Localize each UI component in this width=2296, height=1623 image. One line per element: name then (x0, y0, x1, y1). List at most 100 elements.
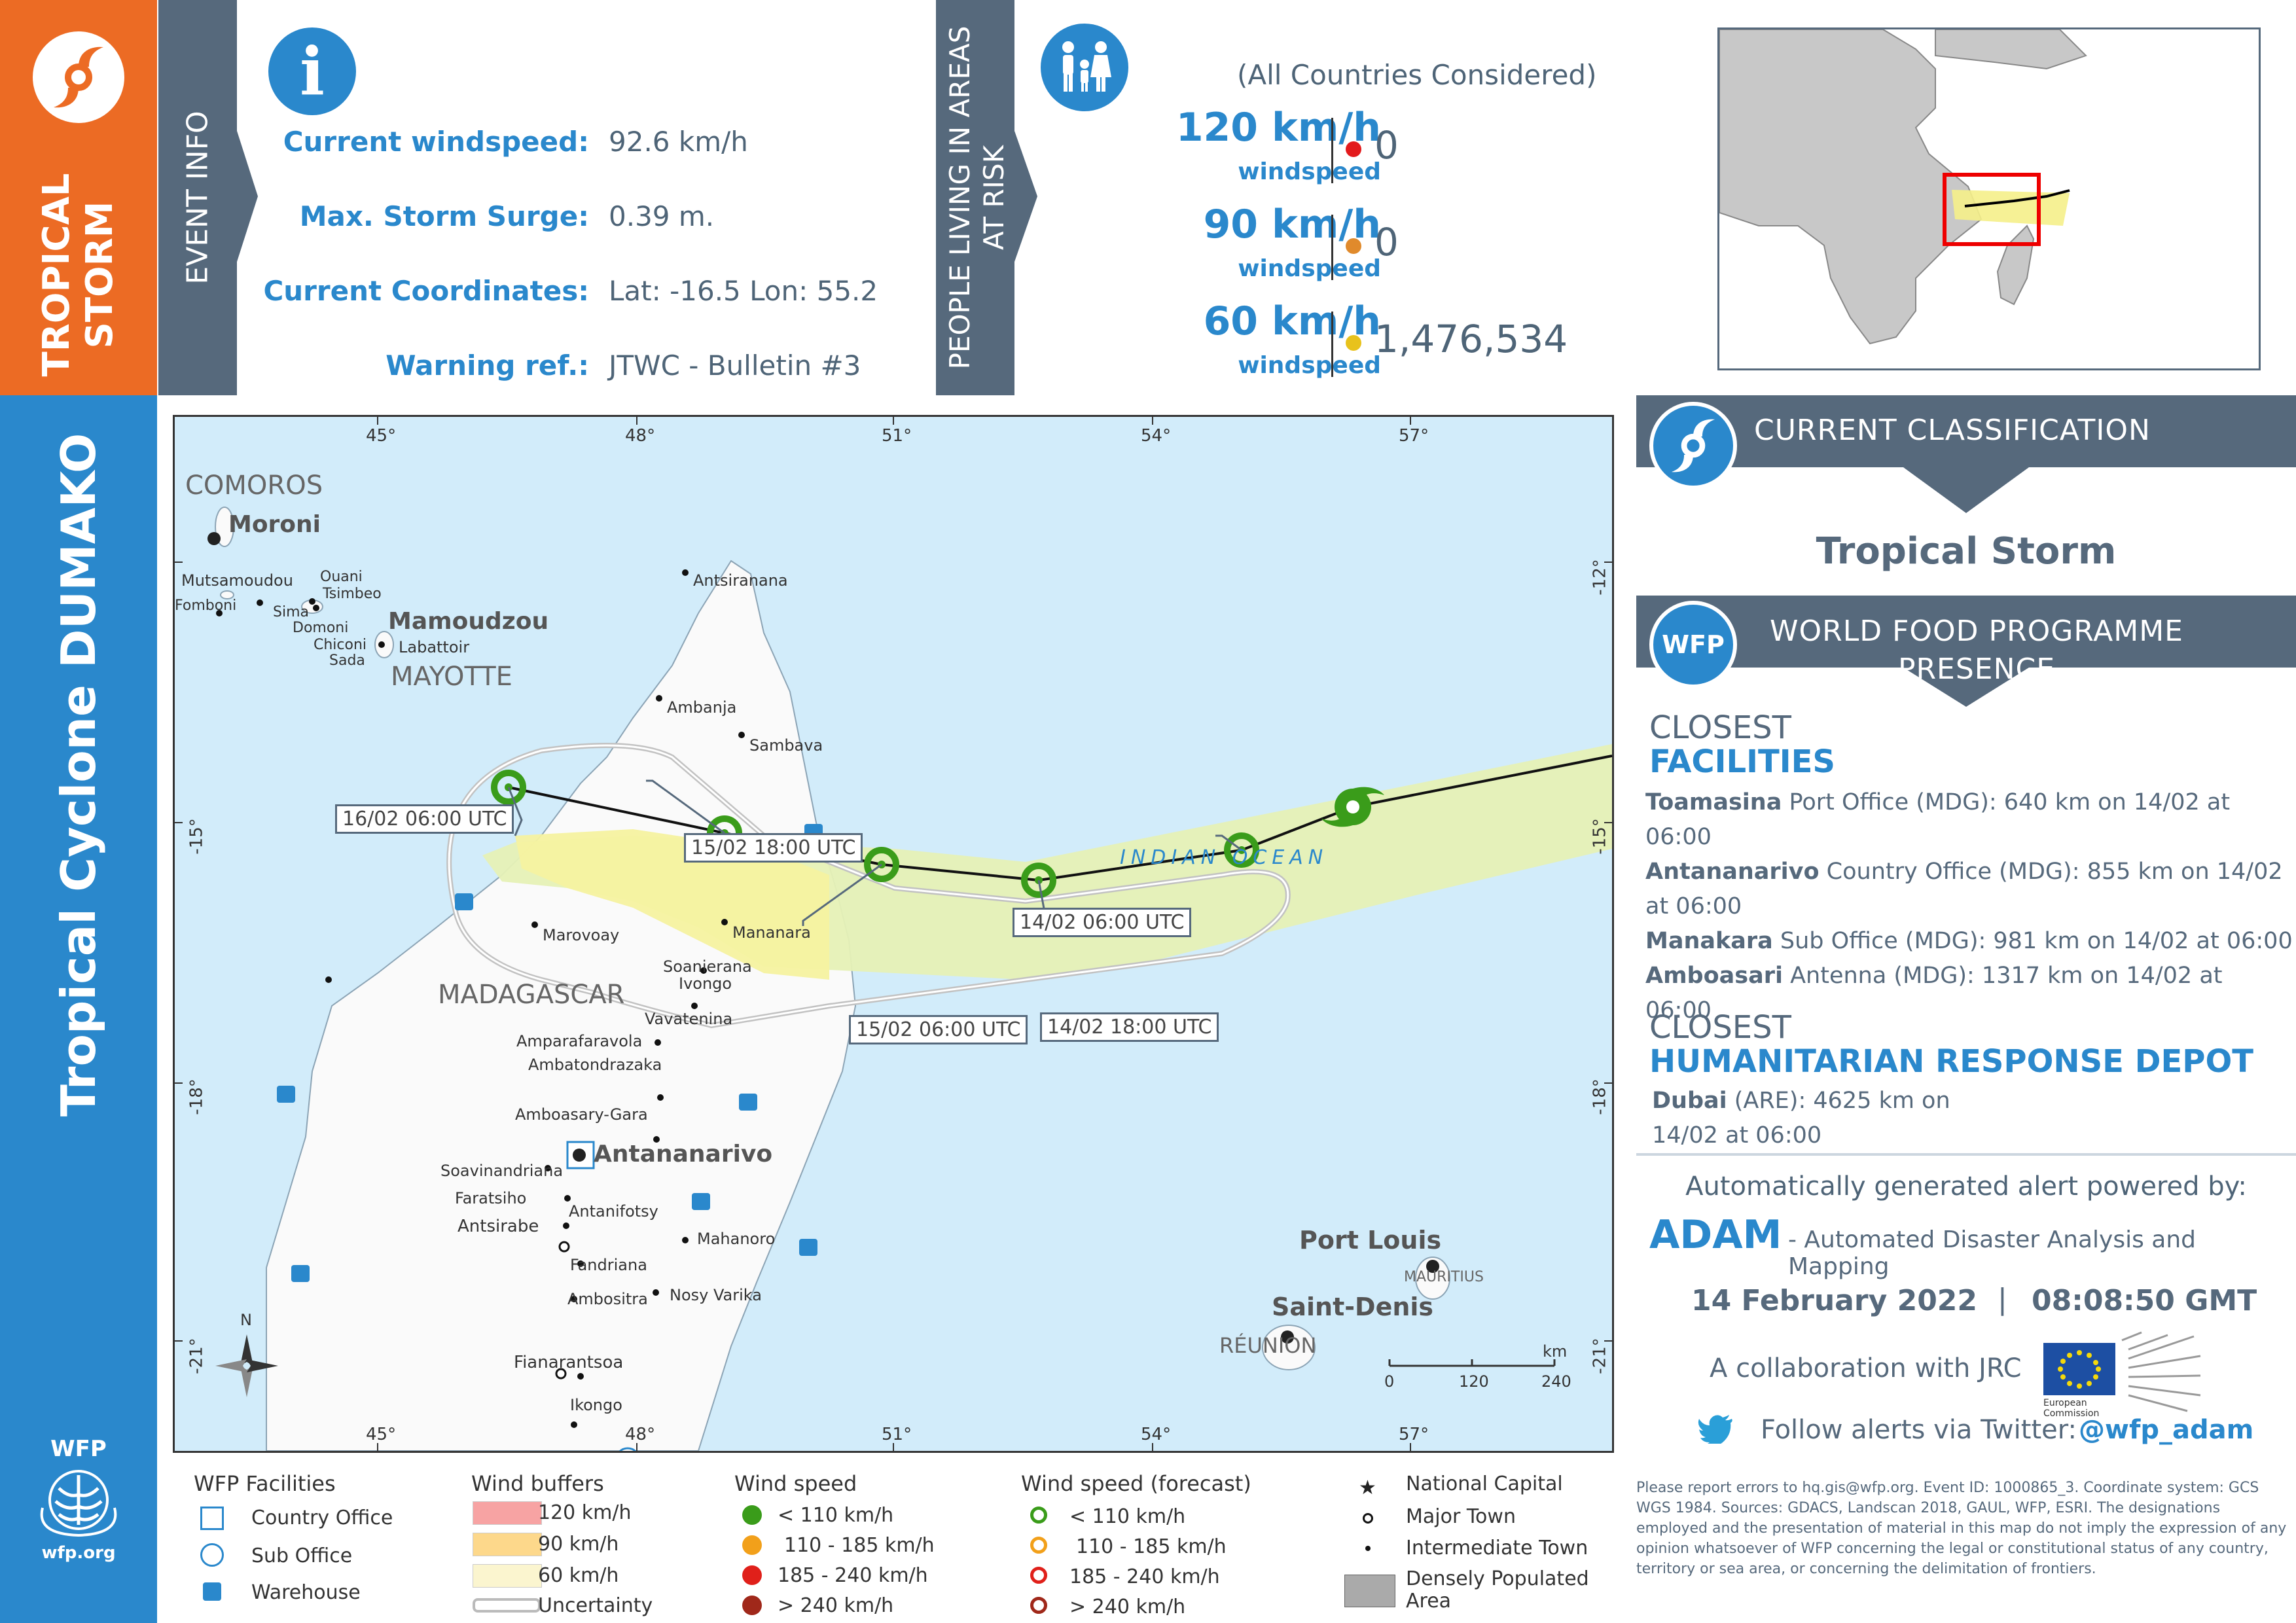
classification-value: Tropical Storm (1816, 530, 2117, 573)
lon-tick-label: 48° (625, 1425, 656, 1444)
legend-forecast-110-185: 110 - 185 km/h (1076, 1535, 1227, 1558)
lon-tick-label: 57° (1399, 426, 1429, 446)
legend-intermediate-town: Intermediate Town (1406, 1537, 1588, 1560)
count-120: 0 (1374, 123, 1399, 168)
dot-60 (1346, 335, 1361, 351)
warning-ref-value: JTWC - Bulletin #3 (609, 349, 861, 382)
warehouse-marker (799, 1239, 817, 1256)
label-port-louis: Port Louis (1299, 1226, 1442, 1255)
facility-list: Toamasina Port Office (MDG): 640 km on 1… (1645, 785, 2293, 1028)
coordinates-value: Lat: -16.5 Lon: 55.2 (609, 275, 878, 307)
divider (1331, 118, 1333, 183)
people-at-risk-band (936, 0, 1037, 395)
label-fandriana: Fandriana (570, 1256, 647, 1274)
event-type-label: TROPICAL STORM (35, 173, 121, 377)
legend-buffers-title: Wind buffers (471, 1471, 604, 1496)
legend-forecast-gt240: > 240 km/h (1069, 1596, 1186, 1618)
speed-90-sub: windspeed (1238, 255, 1381, 282)
windspeed-label: Current windspeed: (283, 126, 589, 158)
scale-unit: km (1543, 1342, 1568, 1361)
wfp-presence-header-bg (1636, 596, 2296, 707)
date-separator: | (1998, 1283, 2007, 1316)
event-info-band (158, 0, 258, 395)
label-ambanja: Ambanja (667, 698, 737, 717)
jrc-collab: A collaboration with JRC (1710, 1353, 2022, 1383)
label-antananarivo: Antananarivo (594, 1141, 773, 1168)
eu-flag-icon (2043, 1331, 2201, 1412)
label-ikongo: Ikongo (570, 1396, 622, 1414)
label-antanifotsy: Antanifotsy (569, 1202, 658, 1221)
storm-surge-value: 0.39 m. (609, 200, 715, 232)
inset-map (1717, 27, 2261, 370)
legend-warehouse: Warehouse (251, 1581, 361, 1604)
national-capital-marker (207, 532, 221, 545)
speed-120-label: 120 km/h (1175, 105, 1381, 151)
people-at-risk-band-label: PEOPLE LIVING IN AREAS AT RISK (943, 26, 1010, 370)
label-madagascar: MADAGASCAR (438, 980, 625, 1010)
intermediate-town-icon (1365, 1546, 1371, 1551)
legend-major-town: Major Town (1406, 1505, 1516, 1528)
adam-desc: - Automated Disaster Analysis and Mappin… (1788, 1226, 2197, 1280)
label-domoni: Domoni (293, 620, 349, 636)
legend-wind-lt110: < 110 km/h (778, 1504, 894, 1527)
wfp-logo-text: WFP (50, 1436, 107, 1462)
wind-lt110-icon (742, 1505, 762, 1525)
people-rows: 120 km/h windspeed 0 90 km/h windspeed 0… (1100, 105, 1597, 393)
speed-60-sub: windspeed (1238, 352, 1381, 379)
cyclone-name-bar: Tropical Cyclone DUMAKO WFP wfp.org (0, 395, 157, 1623)
windspeed-value: 92.6 km/h (609, 126, 748, 158)
major-town-icon (1363, 1513, 1373, 1524)
label-mahanoro: Mahanoro (697, 1230, 776, 1248)
africa-locator-map (1719, 29, 2087, 345)
adam-section: Automatically generated alert powered by… (1636, 1158, 2296, 1472)
powered-by: Automatically generated alert powered by… (1685, 1171, 2247, 1202)
forecast-lt110-icon (1030, 1507, 1047, 1524)
wfp-emblem-icon (40, 1470, 117, 1537)
sub-office-marker (619, 1447, 637, 1451)
scale-tick: 240 (1541, 1372, 1571, 1391)
lon-tick-label: 45° (366, 1425, 397, 1444)
label-soavinandriana: Soavinandriana (440, 1162, 564, 1180)
legend-wind-185-240: 185 - 240 km/h (778, 1564, 928, 1587)
label-amparafaravola: Amparafaravola (516, 1032, 643, 1050)
divider (1331, 215, 1333, 280)
map-frame: 45° 48° 51° 54° 57° 45° 48° 51° 54° 57° … (173, 415, 1614, 1453)
info-icon: i (268, 27, 356, 115)
lat-tick-label: -21° (187, 1338, 207, 1374)
label-mutsamudu: Mutsamoudou (181, 571, 293, 590)
lon-tick-label: 54° (1141, 1425, 1172, 1444)
label-saint-denis: Saint-Denis (1272, 1293, 1434, 1321)
track-label: 14/02 06:00 UTC (1013, 908, 1192, 937)
legend-forecast-185-240: 185 - 240 km/h (1069, 1565, 1220, 1588)
label-labattoir: Labattoir (399, 638, 470, 656)
label-nosy-varika: Nosy Varika (670, 1286, 762, 1304)
wind-buffer-90 (515, 829, 829, 980)
lon-tick-label: 45° (366, 426, 397, 446)
scale-tick: 0 (1384, 1372, 1395, 1391)
alert-time: 08:08:50 GMT (2032, 1284, 2257, 1317)
label-faratsiho: Faratsiho (455, 1189, 527, 1207)
lat-tick-label: -18° (1590, 1079, 1610, 1115)
wind-185-240-icon (742, 1565, 762, 1585)
count-90: 0 (1374, 220, 1399, 264)
label-antsirabe: Antsirabe (457, 1217, 539, 1236)
north-arrow (215, 1334, 278, 1397)
label-tsimbeo: Tsimbeo (323, 586, 382, 602)
forecast-185-240-icon (1030, 1567, 1047, 1584)
depot-header: HUMANITARIAN RESPONSE DEPOT (1649, 1043, 2254, 1080)
national-capital-marker (1426, 1260, 1439, 1273)
label-sada: Sada (329, 652, 365, 669)
twitter-text: Follow alerts via Twitter: (1761, 1415, 2077, 1445)
facility-row: 06:00 (1645, 824, 1712, 850)
national-capital-icon: ★ (1359, 1476, 1376, 1499)
twitter-handle[interactable]: @wfp_adam (2079, 1415, 2254, 1445)
legend-forecast-lt110: < 110 km/h (1069, 1505, 1186, 1528)
legend: WFP Facilities Country Office Sub Office… (160, 1449, 1632, 1623)
lat-tick-label: -15° (1590, 818, 1610, 855)
coordinates-label: Current Coordinates: (263, 275, 589, 307)
lon-tick-label: 51° (882, 1425, 912, 1444)
wind-gt240-icon (742, 1596, 762, 1615)
people-band-label-wrap: PEOPLE LIVING IN AREAS AT RISK (936, 0, 1018, 395)
divider (1331, 312, 1333, 377)
lon-tick-label: 51° (882, 426, 912, 446)
